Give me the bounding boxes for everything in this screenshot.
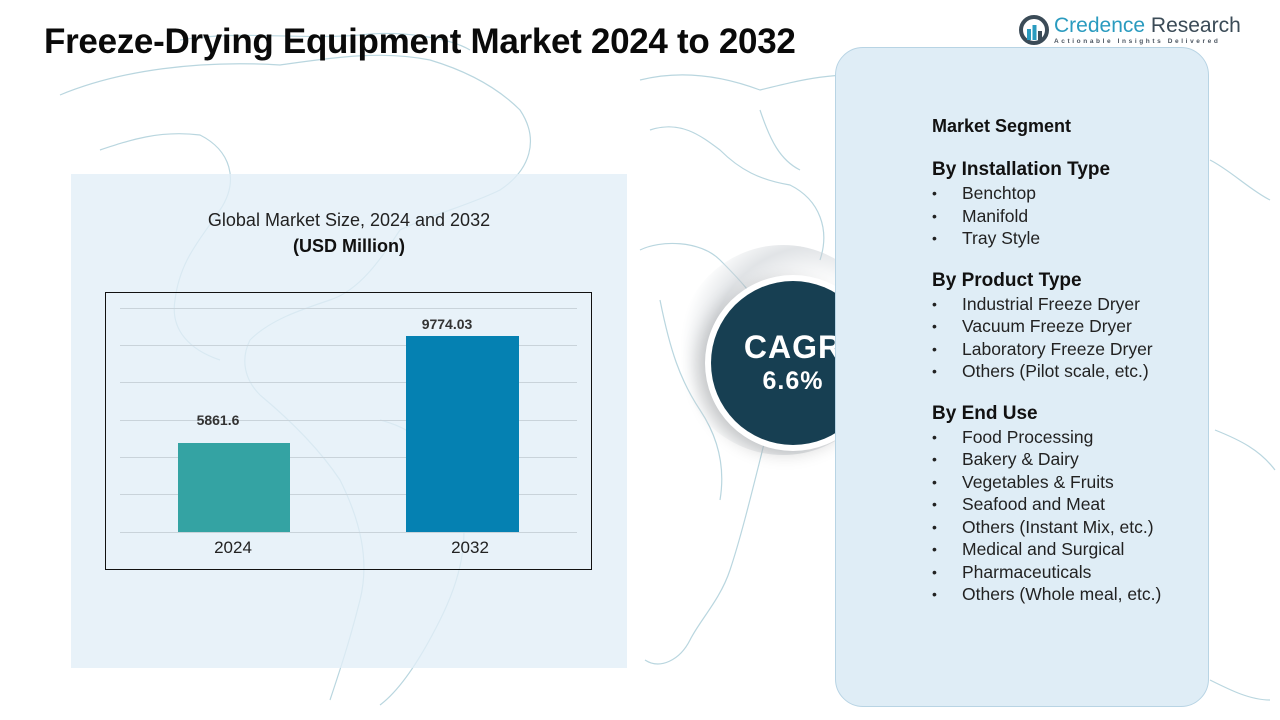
bar-2032 (406, 336, 519, 532)
cagr-label: CAGR (743, 329, 843, 365)
market-size-chart-panel: Global Market Size, 2024 and 2032 (USD M… (71, 174, 627, 668)
gridline (120, 345, 577, 346)
segment-item: • Medical and Surgical (932, 539, 1125, 559)
gridline (120, 420, 577, 421)
gridline (120, 457, 577, 458)
gridline (120, 494, 577, 495)
segment-item: • Industrial Freeze Dryer (932, 293, 1140, 314)
chart-unit: (USD Million) (293, 236, 405, 256)
segment-item: • Others (Whole meal, etc.) (932, 584, 1162, 604)
credence-research-logo: Credence Research Actionable Insights De… (1018, 14, 1241, 46)
segment-item: • Seafood and Meat (932, 494, 1106, 514)
bar-chart: 5861.6 2024 9774.03 2032 (105, 292, 592, 570)
logo-name: Credence Research (1054, 14, 1241, 37)
segment-item: • Manifold (932, 205, 1029, 226)
segment-group-end-use: By End Use • Food Processing • Bakery & Da… (932, 402, 1207, 606)
bar-value-label-2032: 9774.03 (421, 316, 473, 332)
segment-group-product-type: By Product Type • Industrial Freeze Dryer… (932, 269, 1207, 383)
cagr-value: 6.6% (762, 367, 824, 395)
category-label-2032: 2032 (451, 538, 489, 557)
segment-item: • Benchtop (932, 183, 1036, 203)
bar-value-label-2024: 5861.6 (196, 412, 240, 428)
gridline (120, 308, 577, 309)
category-label-2024: 2024 (214, 538, 252, 557)
segment-item: • Bakery & Dairy (932, 449, 1079, 469)
market-segment-panel: Market Segment By Installation Type • Ben… (835, 47, 1209, 707)
chart-title: Global Market Size, 2024 and 2032 (207, 210, 491, 230)
segment-item: • Food Processing (932, 426, 1094, 447)
segment-heading: Market Segment (932, 116, 1072, 136)
segment-group-installation-type: By Installation Type • Benchtop • Manifold… (932, 158, 1207, 250)
segment-item: • Laboratory Freeze Dryer (932, 338, 1153, 359)
bar-2024 (178, 443, 290, 532)
gridline (120, 382, 577, 383)
logo-tagline: Actionable Insights Delivered (1054, 38, 1221, 45)
bar-chart-circle-icon (1019, 15, 1049, 45)
segment-item: • Tray Style (932, 228, 1041, 248)
segment-item: • Vacuum Freeze Dryer (932, 316, 1132, 336)
segment-item: • Others (Instant Mix, etc.) (932, 516, 1154, 537)
segment-group-title: By Installation Type (932, 159, 1111, 180)
segment-group-title: By Product Type (932, 269, 1082, 291)
segment-item: • Pharmaceuticals (932, 561, 1092, 582)
page-title: Freeze-Drying Equipment Market 2024 to 2… (44, 22, 796, 61)
segment-item: • Others (Pilot scale, etc.) (932, 361, 1149, 381)
segment-item: • Vegetables & Fruits (932, 471, 1114, 492)
segment-group-title: By End Use (932, 402, 1038, 424)
gridline-baseline (120, 532, 577, 533)
